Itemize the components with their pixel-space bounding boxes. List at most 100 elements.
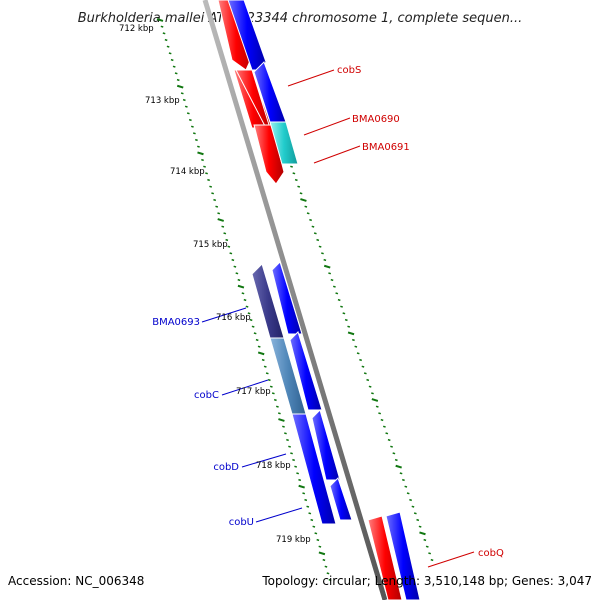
scale-tick (312, 525, 316, 528)
scale-tick (299, 192, 303, 195)
scale-tick (335, 292, 339, 295)
scale-tick (273, 398, 277, 402)
gene-features[interactable] (217, 0, 421, 600)
scale-tick (203, 165, 206, 168)
scale-tick (201, 158, 204, 162)
scale-label: 715 kbp (193, 240, 228, 250)
accession-info: Accession: NC_006348 (8, 574, 145, 588)
gene-label-BMA0690[interactable]: BMA0690 (352, 114, 400, 125)
scale-label: 714 kbp (170, 167, 205, 177)
gene-label-BMA0691[interactable]: BMA0691 (362, 142, 410, 153)
scale-tick (288, 445, 291, 448)
scale-tick (265, 372, 269, 375)
gene-labels: cobS BMA0690 BMA0691 cobQ BMA0693 cobC c… (152, 65, 504, 568)
scale-tick (356, 352, 360, 355)
scale-tick (290, 452, 293, 455)
scale-tick (290, 165, 293, 168)
scale-tick (263, 365, 267, 368)
gene-feature-cobD[interactable] (291, 413, 337, 525)
scale-tick (231, 258, 235, 262)
gene-label-cobD[interactable]: cobD (213, 462, 239, 473)
scale-tick (223, 232, 227, 235)
scale-tick (406, 492, 410, 495)
gene-feature-reverse[interactable] (271, 261, 303, 335)
gene-feature-cobU[interactable] (311, 409, 341, 481)
gene-feature-reverse[interactable] (385, 511, 421, 600)
scale-tick (304, 498, 308, 502)
scale-tick (416, 518, 420, 522)
gene-label-cobU[interactable]: cobU (229, 517, 254, 528)
scale-tick (316, 238, 320, 242)
gene-label-cobC[interactable]: cobC (194, 390, 219, 401)
scale-tick (368, 385, 372, 388)
scale-tick (292, 458, 295, 462)
scale-tick (363, 372, 367, 375)
scale-tick (306, 505, 310, 508)
scale-tick (375, 405, 379, 408)
scale-tick (215, 205, 219, 208)
gene-label-cobQ[interactable]: cobQ (478, 548, 504, 559)
scale-tick (430, 558, 434, 562)
scale-label: 718 kbp (256, 461, 291, 471)
scale-tick (168, 52, 172, 55)
scale-tick (192, 132, 196, 135)
scale-tick (347, 331, 355, 336)
scale-tick (275, 405, 279, 408)
scale-tick (322, 558, 326, 562)
gene-feature-BMA0690[interactable] (269, 121, 299, 165)
scale-tick (217, 212, 221, 215)
scale-tick (195, 138, 198, 142)
scale-tick (292, 172, 296, 175)
scale-tick (371, 398, 379, 402)
scale-tick (323, 258, 327, 262)
gene-feature-BMA0691[interactable] (253, 124, 285, 185)
scale-tick (324, 565, 328, 568)
scale-tick (182, 98, 186, 102)
scale-tick (309, 218, 312, 222)
scale-tick (197, 145, 200, 148)
scale-tick (306, 212, 310, 215)
scale-tick (176, 84, 184, 89)
scale-tick (271, 392, 275, 395)
scale-tick (394, 458, 398, 462)
scale-tick (318, 245, 322, 248)
gene-feature-reverse[interactable] (329, 477, 353, 521)
scale-tick (278, 418, 285, 422)
scale-tick (217, 218, 225, 222)
scale-tick (269, 385, 273, 388)
topology-info: Topology: circular; Length: 3,510,148 bp… (262, 574, 592, 588)
scale-tick (354, 345, 358, 348)
scale-tick (342, 312, 346, 315)
scale-tick (318, 545, 322, 548)
scale-tick (237, 278, 241, 282)
scale-tick (366, 378, 370, 382)
gene-feature-reverse[interactable] (289, 331, 323, 411)
scale-tick (205, 172, 208, 175)
scale-tick (313, 232, 317, 235)
scale-labels: 712 kbp 713 kbp 714 kbp 715 kbp 716 kbp … (119, 24, 311, 545)
scale-tick (411, 505, 415, 508)
gene-label-BMA0693[interactable]: BMA0693 (152, 317, 200, 328)
scale-tick (425, 545, 429, 548)
gene-label-cobS[interactable]: cobS (337, 65, 361, 76)
scale-label: 717 kbp (236, 387, 271, 397)
scale-tick (328, 578, 332, 582)
scale-tick (255, 338, 259, 342)
scale-tick (318, 551, 326, 556)
scale-tick (308, 512, 312, 515)
scale-tick (361, 365, 365, 368)
scale-tick (277, 412, 281, 415)
scale-tick (282, 425, 285, 428)
scale-tick (190, 125, 194, 128)
scale-tick (245, 305, 249, 308)
scale-tick (399, 472, 403, 475)
gene-feature-cobQ[interactable] (367, 515, 403, 600)
scale-tick (261, 358, 265, 362)
scale-tick (302, 492, 306, 495)
scale-tick (176, 78, 180, 82)
scale-tick (321, 252, 324, 255)
scale-tick (418, 525, 422, 528)
scale-tick (344, 318, 348, 322)
scale-tick (423, 538, 427, 542)
